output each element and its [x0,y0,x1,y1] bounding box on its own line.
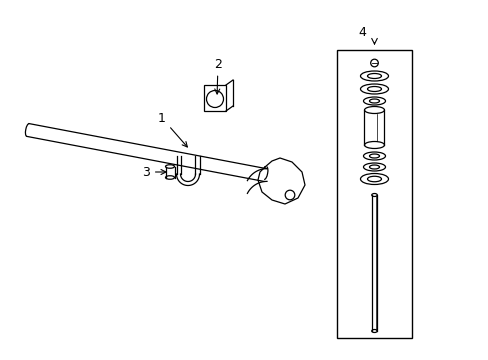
Bar [203,85,225,111]
Text: 1: 1 [158,112,187,147]
Text: 4: 4 [357,26,365,39]
Text: 3: 3 [142,166,165,179]
Text: 2: 2 [214,58,222,94]
Bar [336,50,411,338]
